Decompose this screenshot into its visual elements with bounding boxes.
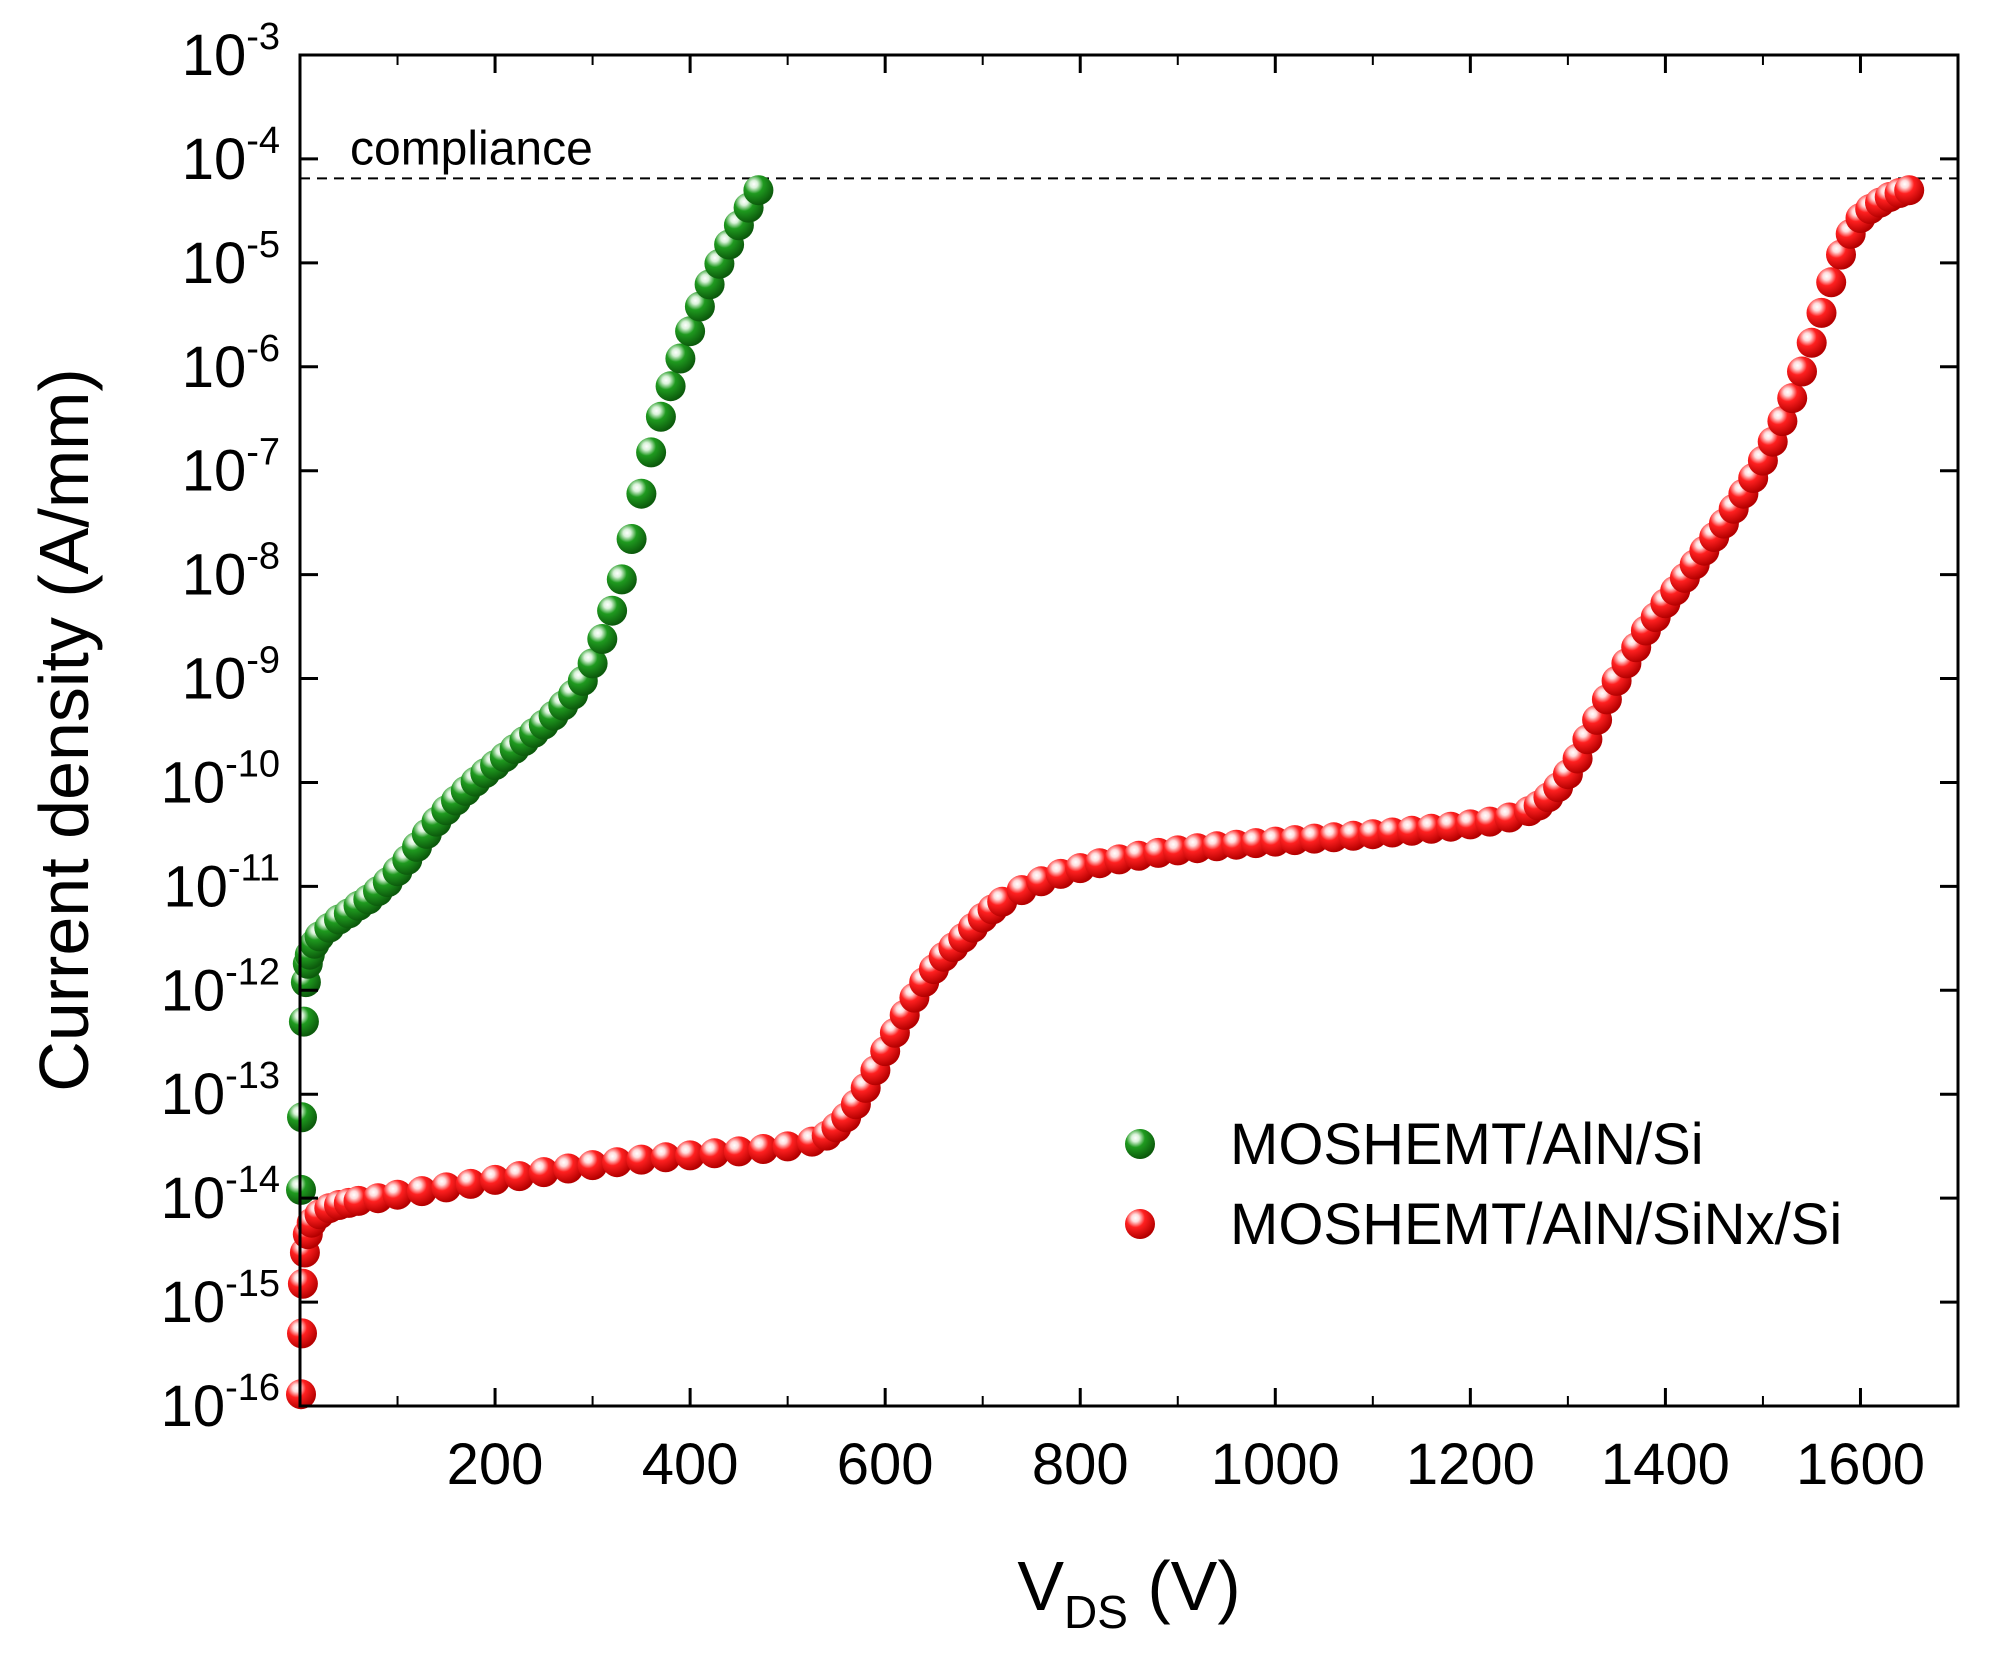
- x-tick-label: 200: [447, 1432, 544, 1497]
- data-point: [1777, 383, 1808, 414]
- y-tick-label: 10-3: [182, 16, 280, 88]
- data-point: [748, 1134, 779, 1164]
- x-tick-label: 400: [642, 1432, 739, 1497]
- y-tick-label: 10-16: [161, 1367, 280, 1439]
- data-point: [597, 595, 628, 626]
- data-point: [665, 343, 696, 374]
- data-point: [287, 1102, 317, 1133]
- data-point: [288, 1006, 319, 1037]
- y-tick-label: 10-15: [161, 1263, 280, 1335]
- y-tick-label: 10-10: [161, 743, 280, 815]
- data-point: [616, 524, 647, 554]
- y-tick-label: 10-8: [182, 536, 280, 608]
- series-moshemt-aln-sinx-si: [286, 175, 1925, 1410]
- data-point: [1767, 406, 1798, 437]
- data-point: [655, 371, 686, 402]
- data-point: [772, 1131, 803, 1162]
- y-tick-label: 10-7: [182, 432, 280, 504]
- y-tick-label: 10-9: [182, 640, 280, 712]
- legend-marker-moshemt-aln-si: [1125, 1129, 1155, 1159]
- data-point: [287, 1268, 318, 1299]
- legend-label-moshemt-aln-si: MOSHEMT/AlN/Si: [1230, 1112, 1704, 1177]
- y-tick-label: 10-11: [163, 847, 280, 919]
- data-point: [528, 1157, 559, 1188]
- x-axis-ticks: 200 400 600 800 1000 1200 1400 1600: [396, 55, 1925, 1497]
- y-axis-ticks: 10-3 10-4 10-5 10-6 10-7 10-8 10-9 10-10 10-11 10…: [161, 16, 1958, 1439]
- data-point: [587, 624, 618, 654]
- data-point: [455, 1168, 486, 1199]
- x-tick-label: 1400: [1601, 1432, 1730, 1497]
- data-point: [626, 478, 657, 509]
- data-point: [406, 1176, 437, 1207]
- y-axis-title: Current density (A/mm): [25, 368, 103, 1091]
- data-point: [602, 1147, 632, 1178]
- data-point: [645, 401, 676, 432]
- x-tick-label: 1000: [1211, 1432, 1340, 1497]
- y-tick-label: 10-14: [161, 1159, 280, 1231]
- data-point: [675, 1140, 706, 1171]
- data-point: [626, 1144, 657, 1175]
- data-point: [1894, 175, 1925, 206]
- data-point: [480, 1164, 511, 1195]
- compliance-label: compliance: [350, 122, 593, 175]
- x-tick-label: 1200: [1406, 1432, 1535, 1497]
- data-point: [1787, 356, 1817, 387]
- data-point: [1796, 327, 1827, 358]
- y-tick-label: 10-13: [161, 1055, 280, 1127]
- legend-label-moshemt-aln-sinx-si: MOSHEMT/AlN/SiNx/Si: [1230, 1192, 1842, 1257]
- x-tick-label: 1600: [1796, 1432, 1925, 1497]
- data-point: [382, 1179, 413, 1210]
- y-tick-label: 10-6: [182, 328, 280, 400]
- data-point: [675, 316, 706, 347]
- legend-marker-moshemt-aln-sinx-si: [1125, 1209, 1155, 1239]
- data-point: [287, 1318, 317, 1349]
- series-moshemt-aln-si: [286, 175, 774, 1205]
- data-point: [606, 564, 637, 595]
- data-point: [699, 1138, 730, 1169]
- x-tick-label: 600: [837, 1432, 934, 1497]
- y-tick-label: 10-4: [182, 120, 280, 192]
- data-point: [743, 175, 774, 206]
- y-tick-label: 10-12: [161, 951, 280, 1023]
- data-point: [723, 1136, 754, 1167]
- data-point: [504, 1161, 535, 1192]
- y-tick-label: 10-5: [182, 224, 280, 296]
- data-point: [577, 1150, 608, 1181]
- data-point: [431, 1172, 462, 1203]
- data-point: [577, 648, 608, 679]
- data-point: [553, 1153, 584, 1184]
- legend: MOSHEMT/AlN/Si MOSHEMT/AlN/SiNx/Si: [1125, 1112, 1842, 1257]
- plot-frame: [298, 53, 1960, 1408]
- data-point: [636, 437, 667, 468]
- x-tick-label: 800: [1032, 1432, 1129, 1497]
- x-axis-title: VDS (V): [1017, 1547, 1240, 1638]
- data-point: [1806, 297, 1837, 328]
- data-point: [650, 1142, 681, 1173]
- data-point: [1816, 267, 1847, 298]
